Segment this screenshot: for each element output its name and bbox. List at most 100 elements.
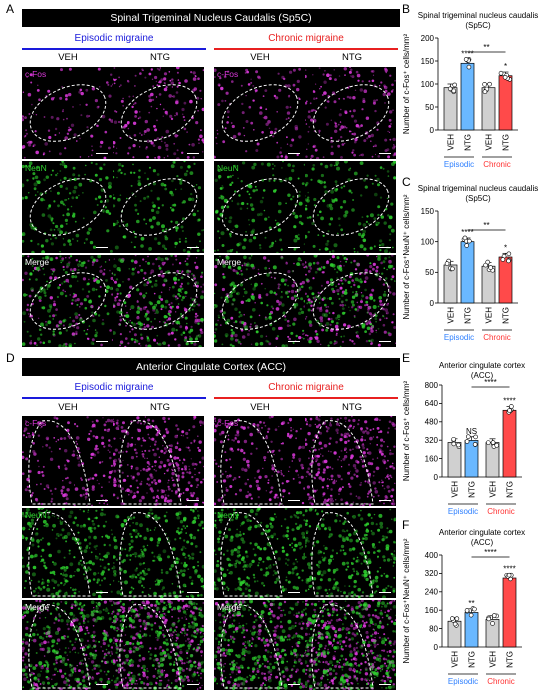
scale-bar	[288, 591, 300, 593]
channel-label: Merge	[25, 257, 50, 267]
scale-bar	[96, 591, 108, 593]
region-outline	[311, 420, 374, 505]
bar	[502, 409, 517, 478]
micrograph-tile	[113, 255, 204, 347]
scale-bar	[379, 152, 391, 154]
chronic-group-label: Chronic migraine	[268, 33, 344, 44]
x-tick-label: VEH	[447, 134, 456, 151]
region-outline	[119, 420, 182, 505]
x-tick-label: VEH	[451, 481, 460, 498]
data-point	[468, 612, 474, 618]
acc-banner: Anterior Cingulate Cortex (ACC)	[22, 358, 400, 376]
bracket-label: **	[483, 43, 489, 52]
panel-label-f: F	[402, 518, 410, 532]
y-tick-label: 150	[421, 207, 435, 216]
bar	[464, 612, 479, 648]
region-outline	[221, 272, 299, 330]
micrograph-tile	[305, 416, 396, 506]
significance-label: NS	[466, 427, 477, 436]
y-tick-label: 100	[421, 80, 435, 89]
data-point	[494, 443, 500, 448]
bar	[502, 577, 517, 648]
scale-bar	[379, 499, 391, 501]
channel-label: NeuN	[25, 510, 47, 520]
micrograph-tile	[113, 600, 204, 690]
chart-title: Spinal trigeminal nucleus caudalis	[418, 184, 539, 193]
scale-bar	[288, 683, 300, 685]
panel-label-c: C	[402, 175, 411, 189]
channel-label: c-Fos	[25, 418, 47, 428]
x-tick-label: VEH	[485, 134, 494, 151]
micrograph-tile: Merge	[22, 255, 113, 347]
data-point	[486, 616, 492, 622]
x-tick-label: VEH	[489, 651, 498, 668]
data-point	[507, 408, 512, 413]
y-tick-label: 0	[434, 643, 439, 652]
scale-bar	[288, 499, 300, 501]
scale-bar	[96, 499, 108, 501]
region-outline	[120, 272, 198, 330]
scale-bar	[187, 246, 199, 248]
chronic-group-label: Chronic migraine	[268, 382, 344, 393]
y-tick-label: 640	[425, 399, 439, 408]
scale-bar	[379, 246, 391, 248]
micrograph-tile: c-Fos	[22, 67, 113, 159]
y-tick-label: 800	[425, 381, 439, 390]
micrograph-tile: NeuN	[214, 161, 305, 253]
data-point	[451, 436, 456, 442]
bar	[481, 87, 496, 131]
data-point	[463, 57, 469, 62]
episodic-group-line	[22, 397, 206, 399]
condition-label: VEH	[250, 402, 270, 413]
data-point	[452, 82, 457, 88]
scale-bar	[379, 340, 391, 342]
region-outline	[311, 512, 374, 597]
region-outline	[312, 272, 390, 330]
panel-label-b: B	[402, 2, 411, 16]
bracket-label: ****	[484, 548, 496, 557]
region-outline	[311, 604, 374, 689]
x-tick-label: NTG	[464, 134, 473, 151]
bar	[460, 62, 475, 131]
data-point	[500, 257, 506, 262]
region-outline	[119, 604, 182, 689]
data-point	[486, 440, 491, 445]
scale-bar	[187, 340, 199, 342]
data-point	[472, 606, 477, 612]
y-tick-label: 50	[425, 268, 434, 277]
x-tick-label: NTG	[506, 481, 515, 498]
scale-bar	[288, 152, 300, 154]
scale-bar	[96, 152, 108, 154]
data-point	[451, 441, 457, 447]
micrograph-tile	[305, 600, 396, 690]
region-outline	[220, 604, 283, 689]
data-point	[482, 82, 487, 87]
episodic-group-label: Episodic migraine	[74, 33, 154, 44]
data-point	[454, 616, 460, 621]
condition-label: NTG	[341, 52, 363, 63]
bar	[460, 241, 475, 304]
y-tick-label: 50	[425, 103, 434, 112]
data-point	[456, 442, 461, 448]
data-point	[498, 70, 504, 76]
chart-c: Spinal trigeminal nucleus caudalis(Sp5C)…	[402, 184, 539, 342]
group-label-episodic: Episodic	[444, 160, 474, 169]
significance-label: ****	[503, 564, 515, 573]
chart-title: Spinal trigeminal nucleus caudalis	[418, 11, 539, 20]
group-label-chronic: Chronic	[487, 677, 515, 686]
condition-label: NTG	[149, 402, 171, 413]
panel-label-d: D	[6, 351, 15, 365]
y-tick-label: 320	[425, 436, 439, 445]
episodic-group-line	[22, 48, 206, 50]
channel-label: NeuN	[217, 163, 239, 173]
data-point	[466, 64, 472, 70]
significance-label: **	[468, 599, 474, 608]
channel-label: c-Fos	[217, 69, 239, 79]
channel-label: Merge	[25, 602, 50, 612]
bar	[498, 256, 513, 304]
condition-label: NTG	[341, 402, 363, 413]
region-outline	[220, 420, 283, 505]
data-point	[506, 572, 512, 578]
data-point	[462, 235, 468, 241]
